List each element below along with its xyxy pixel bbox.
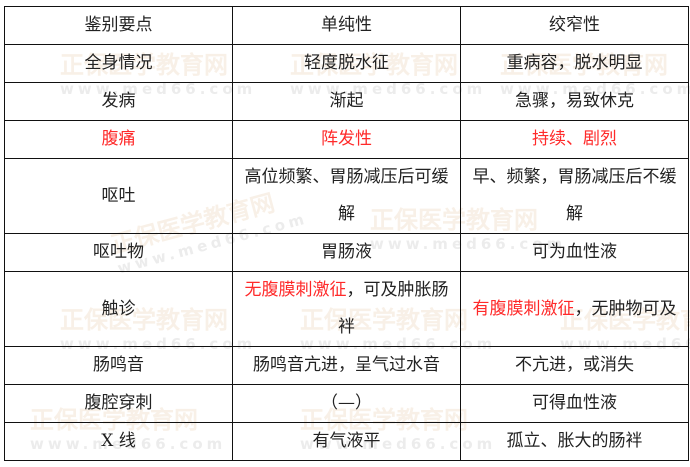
cell-text: 发病 — [101, 91, 136, 111]
table-row: X 线 有气液平 孤立、胀大的肠袢 — [4, 422, 689, 461]
criterion-cell: 腹痛 — [4, 120, 233, 159]
cell-text: 腹腔穿刺 — [84, 393, 153, 413]
cell-text: 肠鸣音亢进，呈气过水音 — [253, 355, 440, 375]
cell-text: 早、频繁，胃肠减压后不缓解 — [472, 167, 677, 224]
table-row: 腹痛 阵发性 持续、剧烈 — [4, 120, 689, 159]
criterion-cell: 肠鸣音 — [4, 346, 233, 385]
cell-text: 急骤，易致休克 — [515, 91, 634, 111]
cell-text: 孤立、胀大的肠袢 — [506, 431, 643, 451]
simple-cell: 胃肠液 — [232, 233, 461, 272]
cell-text: 肠鸣音 — [93, 355, 144, 375]
cell-text: 有气液平 — [312, 431, 381, 451]
cell-text: 轻度脱水征 — [304, 53, 389, 73]
table-row: 全身情况 轻度脱水征 重病容，脱水明显 — [4, 44, 689, 83]
simple-cell: 肠鸣音亢进，呈气过水音 — [232, 346, 461, 385]
strangulated-cell: 不亢进，或消失 — [460, 346, 689, 385]
strangulated-cell: 孤立、胀大的肠袢 — [460, 422, 689, 461]
table-row: 腹腔穿刺 （—） 可得血性液 — [4, 384, 689, 423]
table-row: 呕吐物 胃肠液 可为血性液 — [4, 233, 689, 272]
cell-text: ，无肿物可及 — [574, 298, 677, 319]
cell-text: ，可及肿胀肠袢 — [338, 280, 449, 337]
table-header-row: 鉴别要点 单纯性 绞窄性 — [4, 6, 689, 45]
criterion-cell: 呕吐 — [4, 158, 233, 234]
strangulated-cell: 有腹膜刺激征，无肿物可及 — [460, 271, 689, 347]
cell-text: 胃肠液 — [321, 242, 372, 262]
criterion-cell: X 线 — [4, 422, 233, 461]
strangulated-cell: 重病容，脱水明显 — [460, 44, 689, 83]
cell-text: 不亢进，或消失 — [515, 355, 634, 375]
strangulated-cell: 持续、剧烈 — [460, 120, 689, 159]
table-row: 发病 渐起 急骤，易致休克 — [4, 82, 689, 121]
strangulated-cell: 早、频繁，胃肠减压后不缓解 — [460, 158, 689, 234]
simple-cell: 阵发性 — [232, 120, 461, 159]
strangulated-cell: 可为血性液 — [460, 233, 689, 272]
criterion-cell: 呕吐物 — [4, 233, 233, 272]
cell-text: 重病容，脱水明显 — [506, 53, 643, 73]
cell-text: 无腹膜刺激征 — [244, 280, 347, 300]
simple-cell: 无腹膜刺激征，可及肿胀肠袢 — [232, 271, 461, 347]
header-cell: 单纯性 — [232, 6, 461, 45]
criterion-cell: 腹腔穿刺 — [4, 384, 233, 423]
cell-text: 高位频繁、胃肠减压后可缓解 — [244, 167, 449, 224]
simple-cell: 高位频繁、胃肠减压后可缓解 — [232, 158, 461, 234]
simple-cell: 渐起 — [232, 82, 461, 121]
cell-text: X 线 — [101, 431, 136, 451]
comparison-table: 鉴别要点 单纯性 绞窄性 全身情况 轻度脱水征 重病容，脱水明显发病 渐起 急骤，易致休… — [4, 6, 689, 461]
cell-text: 腹痛 — [101, 129, 136, 149]
cell-text: 可为血性液 — [532, 242, 617, 262]
cell-text: 呕吐 — [101, 185, 136, 206]
table-row: 呕吐 高位频繁、胃肠减压后可缓解 早、频繁，胃肠减压后不缓解 — [4, 158, 689, 234]
header-cell: 绞窄性 — [460, 6, 689, 45]
cell-text: 呕吐物 — [93, 242, 144, 262]
simple-cell: 轻度脱水征 — [232, 44, 461, 83]
cell-text: 有腹膜刺激征 — [472, 298, 575, 319]
cell-text: （—） — [321, 393, 372, 413]
cell-text: 触诊 — [101, 298, 136, 319]
table-row: 触诊 无腹膜刺激征，可及肿胀肠袢 有腹膜刺激征，无肿物可及 — [4, 271, 689, 347]
cell-text: 全身情况 — [84, 53, 153, 73]
table-row: 肠鸣音 肠鸣音亢进，呈气过水音 不亢进，或消失 — [4, 346, 689, 385]
simple-cell: （—） — [232, 384, 461, 423]
criterion-cell: 发病 — [4, 82, 233, 121]
cell-text: 可得血性液 — [532, 393, 617, 413]
cell-text: 持续、剧烈 — [532, 129, 617, 149]
cell-text: 阵发性 — [321, 129, 372, 149]
cell-text: 渐起 — [329, 91, 364, 111]
header-cell: 鉴别要点 — [4, 6, 233, 45]
strangulated-cell: 急骤，易致休克 — [460, 82, 689, 121]
criterion-cell: 全身情况 — [4, 44, 233, 83]
criterion-cell: 触诊 — [4, 271, 233, 347]
strangulated-cell: 可得血性液 — [460, 384, 689, 423]
simple-cell: 有气液平 — [232, 422, 461, 461]
